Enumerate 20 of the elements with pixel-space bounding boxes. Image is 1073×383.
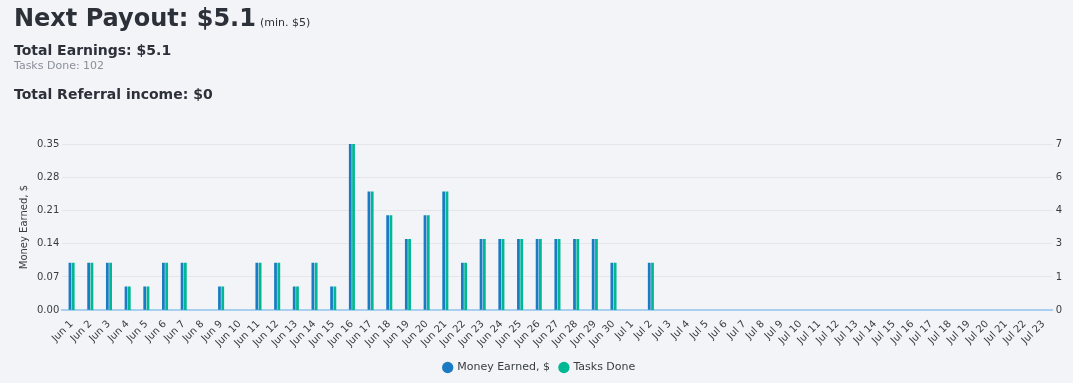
y-tick-label: 0.21 xyxy=(37,204,60,216)
y-tick-label: 0.14 xyxy=(37,237,60,249)
y2-tick-label: 7 xyxy=(1055,137,1063,149)
y2-tick-label: 1 xyxy=(1055,270,1063,282)
y2-tick-label: 0 xyxy=(1055,303,1063,315)
text: Tasks Done: 102 xyxy=(14,59,106,72)
y-tick-label: 0.28 xyxy=(37,170,60,182)
legend-label: Tasks Done xyxy=(572,360,636,374)
y-tick-label: 0.07 xyxy=(37,270,60,282)
y2-tick-label: 3 xyxy=(1055,237,1063,249)
text: 0.00 xyxy=(37,303,60,315)
y2-tick-label: 4 xyxy=(1055,204,1063,216)
y-tick-label: 0.35 xyxy=(37,137,60,149)
legend-label: Money Earned, $ xyxy=(457,360,550,374)
text: (min. $5) xyxy=(259,16,311,29)
text: Total Referral income: $0 xyxy=(14,86,214,102)
text: Total Earnings: $5.1 xyxy=(14,42,173,58)
y-axis-title: Money Earned, $ xyxy=(17,184,29,270)
chart-title: Next Payout: $5.1 xyxy=(14,4,256,32)
y2-tick-label: 6 xyxy=(1055,170,1063,182)
